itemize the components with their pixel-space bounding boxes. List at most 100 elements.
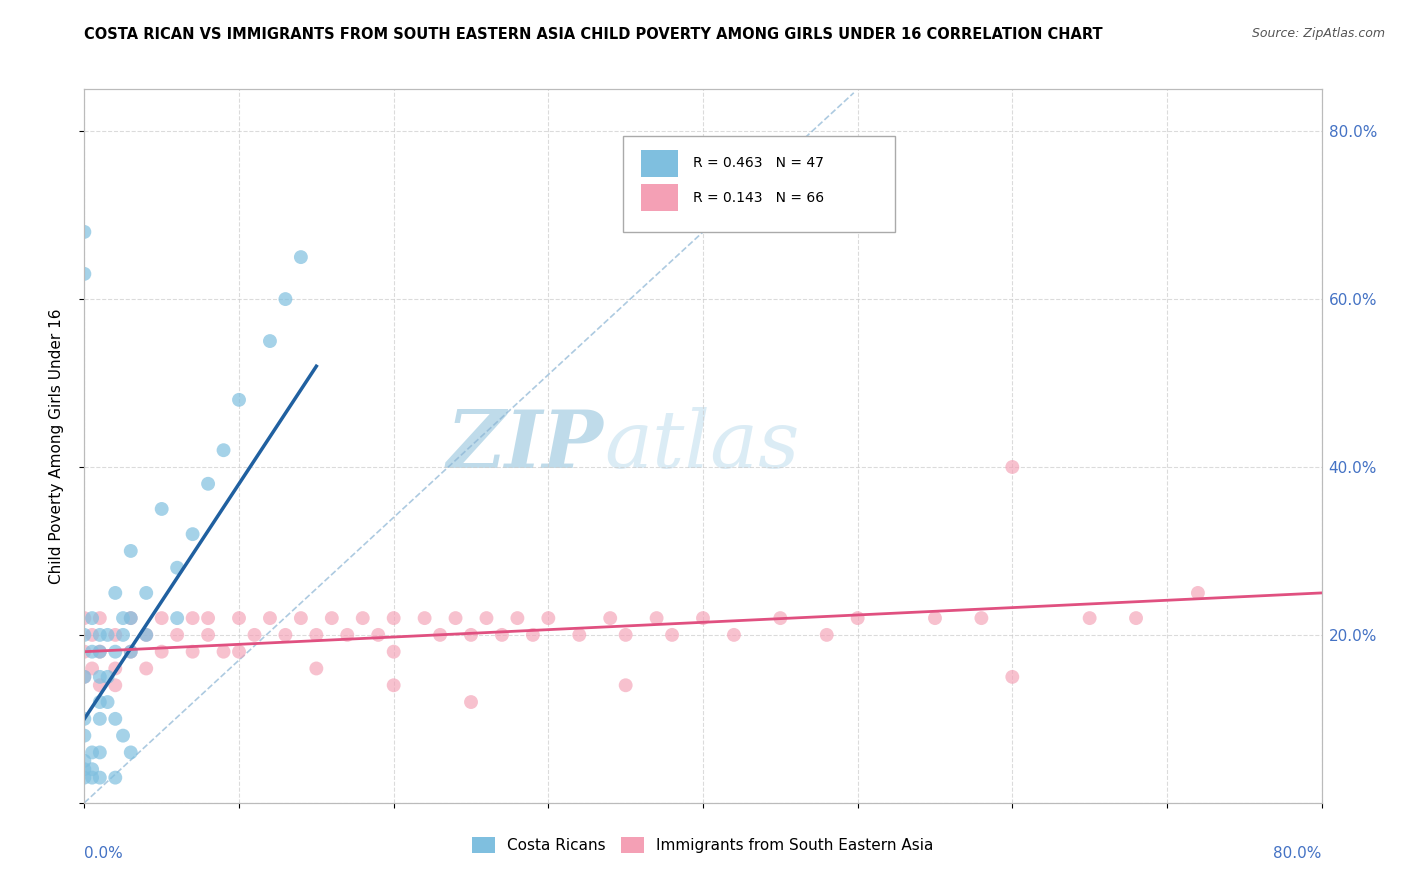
Point xyxy=(506,611,529,625)
Point xyxy=(89,645,111,659)
Point xyxy=(73,611,96,625)
Point xyxy=(120,746,142,760)
Point xyxy=(614,628,637,642)
Point xyxy=(614,678,637,692)
Point xyxy=(290,250,312,264)
Text: R = 0.463   N = 47: R = 0.463 N = 47 xyxy=(693,156,824,170)
Point xyxy=(89,628,111,642)
Point xyxy=(97,695,120,709)
Point xyxy=(104,661,127,675)
Point xyxy=(73,771,96,785)
Point xyxy=(491,628,513,642)
Point xyxy=(97,670,120,684)
Point xyxy=(259,334,281,348)
Point xyxy=(522,628,544,642)
Point xyxy=(73,762,96,776)
Point xyxy=(89,645,111,659)
Point xyxy=(181,645,204,659)
Point xyxy=(382,678,405,692)
Text: ZIP: ZIP xyxy=(447,408,605,484)
Bar xyxy=(641,184,678,211)
Point xyxy=(150,611,173,625)
Point xyxy=(73,645,96,659)
Point xyxy=(197,611,219,625)
Point xyxy=(73,670,96,684)
Point xyxy=(228,392,250,407)
Point xyxy=(413,611,436,625)
Point xyxy=(135,661,157,675)
Text: atlas: atlas xyxy=(605,408,800,484)
Point xyxy=(692,611,714,625)
Point xyxy=(73,712,96,726)
Point xyxy=(82,628,104,642)
Point xyxy=(166,560,188,574)
Point xyxy=(274,292,297,306)
Point xyxy=(82,611,104,625)
Legend: Costa Ricans, Immigrants from South Eastern Asia: Costa Ricans, Immigrants from South East… xyxy=(467,831,939,859)
Point xyxy=(970,611,993,625)
Point xyxy=(166,628,188,642)
Point xyxy=(82,645,104,659)
Point xyxy=(197,476,219,491)
Point xyxy=(228,645,250,659)
Point xyxy=(815,628,838,642)
Point xyxy=(1125,611,1147,625)
Text: COSTA RICAN VS IMMIGRANTS FROM SOUTH EASTERN ASIA CHILD POVERTY AMONG GIRLS UNDE: COSTA RICAN VS IMMIGRANTS FROM SOUTH EAS… xyxy=(84,27,1102,42)
Point xyxy=(166,611,188,625)
Y-axis label: Child Poverty Among Girls Under 16: Child Poverty Among Girls Under 16 xyxy=(49,309,63,583)
Point xyxy=(212,645,235,659)
Point xyxy=(305,628,328,642)
Point xyxy=(120,645,142,659)
Point xyxy=(104,628,127,642)
Point xyxy=(924,611,946,625)
Point xyxy=(1187,586,1209,600)
Point xyxy=(150,502,173,516)
Point xyxy=(73,670,96,684)
Point xyxy=(1001,670,1024,684)
Point xyxy=(135,628,157,642)
Point xyxy=(181,527,204,541)
Point xyxy=(197,628,219,642)
Text: 80.0%: 80.0% xyxy=(1274,846,1322,861)
Bar xyxy=(623,136,894,232)
Point xyxy=(73,267,96,281)
Point xyxy=(321,611,343,625)
Point xyxy=(135,628,157,642)
Point xyxy=(645,611,668,625)
Point xyxy=(89,678,111,692)
Point xyxy=(537,611,560,625)
Point xyxy=(444,611,467,625)
Point xyxy=(120,611,142,625)
Point xyxy=(475,611,498,625)
Point xyxy=(181,611,204,625)
Point xyxy=(82,771,104,785)
Point xyxy=(723,628,745,642)
Point xyxy=(846,611,869,625)
Point xyxy=(104,645,127,659)
Point xyxy=(73,628,96,642)
Point xyxy=(382,611,405,625)
Point xyxy=(89,771,111,785)
Point xyxy=(1078,611,1101,625)
Point xyxy=(460,695,482,709)
Point xyxy=(73,225,96,239)
Point xyxy=(135,586,157,600)
Point xyxy=(228,611,250,625)
Text: 0.0%: 0.0% xyxy=(84,846,124,861)
Point xyxy=(104,678,127,692)
Point xyxy=(112,611,135,625)
Text: Source: ZipAtlas.com: Source: ZipAtlas.com xyxy=(1251,27,1385,40)
Point xyxy=(243,628,266,642)
Point xyxy=(150,645,173,659)
Point xyxy=(89,746,111,760)
Point xyxy=(82,762,104,776)
Point xyxy=(336,628,359,642)
Point xyxy=(89,695,111,709)
Point xyxy=(460,628,482,642)
Point xyxy=(97,628,120,642)
Point xyxy=(382,645,405,659)
Point xyxy=(274,628,297,642)
Point xyxy=(661,628,683,642)
Point xyxy=(568,628,591,642)
Point xyxy=(212,443,235,458)
